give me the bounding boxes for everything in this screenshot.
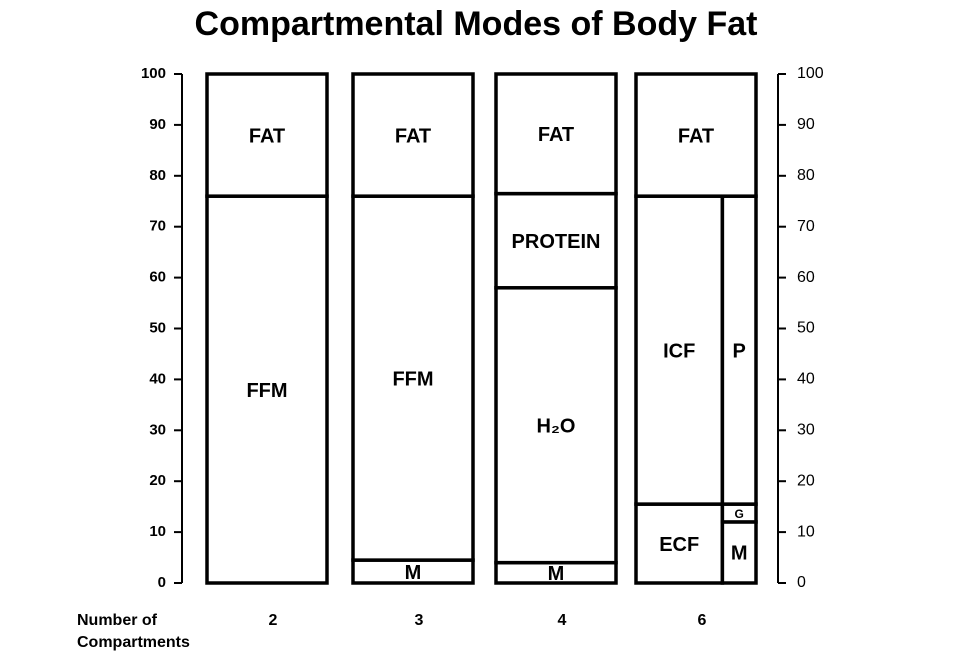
y2-tick-label: 100 [797,65,824,82]
segment-label: M [405,562,422,584]
x-tick-label: 6 [698,612,707,629]
segment [720,194,758,506]
segment [205,194,329,585]
y2-tick-label: 90 [797,116,815,133]
x-tick-label: 3 [415,612,424,629]
segment [351,72,475,198]
y2-tick-label: 0 [797,574,806,591]
segment-label: PROTEIN [512,231,601,253]
segment-label: H₂O [537,415,576,437]
y-tick-label: 20 [149,472,166,489]
y-tick-label: 60 [149,269,166,286]
y-tick-label: 40 [149,370,166,387]
y2-tick-label: 70 [797,218,815,235]
segment-label: FAT [395,125,431,147]
x-tick-label: 2 [269,612,278,629]
segment-label: ICF [663,340,695,362]
segment [205,72,329,198]
segment [494,286,618,565]
y2-tick-label: 80 [797,167,815,184]
segment [634,72,758,198]
y-tick-label: 30 [149,421,166,438]
segment-label: M [731,543,748,565]
x-axis-label: Number of Compartments [77,612,190,651]
y-tick-label: 0 [158,574,166,591]
segment-label: FFM [246,380,287,402]
segment-label: P [733,340,746,362]
segment-label: FAT [678,125,714,147]
chart-title: Compartmental Modes of Body Fat [195,5,758,43]
y-tick-label: 50 [149,319,166,336]
y-tick-label: 70 [149,218,166,235]
segment-label: FAT [538,124,574,146]
y2-tick-label: 60 [797,269,815,286]
segment-label: ECF [659,534,699,556]
y-tick-label: 10 [149,523,166,540]
segment [351,194,475,562]
y-tick-label: 80 [149,167,166,184]
y2-tick-label: 50 [797,320,815,337]
segment-label: FAT [249,125,285,147]
segment [720,520,758,585]
y-tick-label: 100 [141,65,166,82]
y2-tick-label: 10 [797,523,815,540]
segment [494,191,618,290]
y2-tick-label: 30 [797,422,815,439]
y2-tick-label: 20 [797,472,815,489]
y-tick-label: 90 [149,116,166,133]
segment-label: FFM [392,368,433,390]
x-tick-label: 4 [558,612,567,629]
segment-label: M [548,563,565,585]
segment-label: G [735,507,744,521]
y2-tick-label: 40 [797,371,815,388]
segment [494,72,618,196]
